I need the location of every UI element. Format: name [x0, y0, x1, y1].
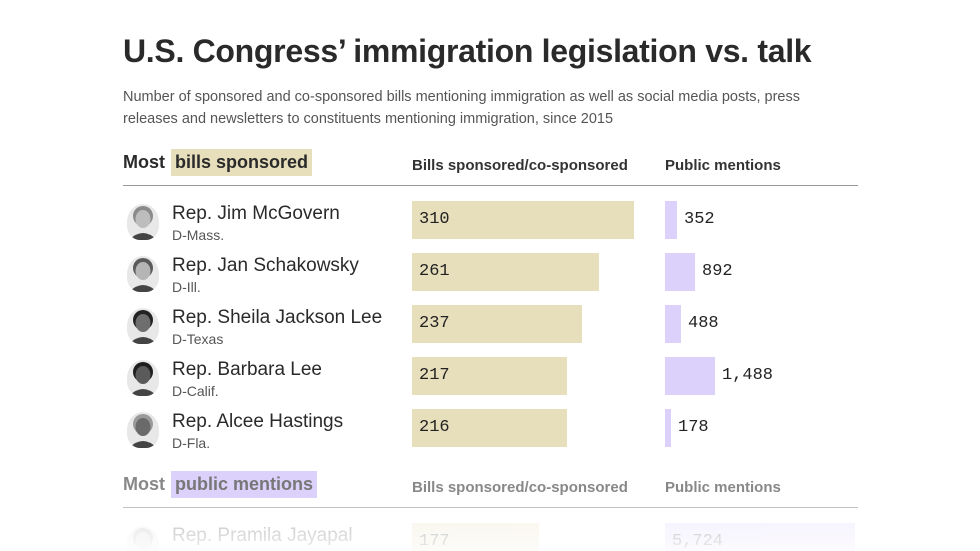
section-title-prefix: Most — [123, 152, 165, 172]
member-party: D-Ill. — [172, 279, 201, 295]
bills-value-label: 217 — [419, 366, 450, 385]
avatar — [127, 308, 159, 344]
avatar — [127, 526, 159, 551]
table-row: Rep. Sheila Jackson Lee D-Texas 237 488 — [123, 299, 858, 351]
bills-value-label: 237 — [419, 314, 450, 333]
chart-subtitle: Number of sponsored and co-sponsored bil… — [123, 89, 800, 127]
member-party: D-Fla. — [172, 435, 211, 451]
mentions-value-label: 488 — [688, 314, 719, 333]
section-header: Most public mentions Bills sponsored/co-… — [123, 471, 858, 508]
avatar — [127, 412, 159, 448]
section-most-mentions: Most public mentions Bills sponsored/co-… — [123, 471, 858, 551]
member-name: Rep. Sheila Jackson Lee — [172, 307, 383, 328]
section-title-prefix: Most — [123, 474, 165, 494]
member-name: Rep. Jan Schakowsky — [172, 255, 359, 276]
table-row: Rep. Alcee Hastings D-Fla. 216 178 — [123, 403, 858, 455]
section-most-bills: Most bills sponsored Bills sponsored/co-… — [123, 149, 858, 451]
chart-title: U.S. Congress’ immigration legislation v… — [123, 33, 812, 69]
mentions-bar — [665, 305, 681, 343]
member-party: D-Calif. — [172, 383, 219, 399]
header-divider — [123, 507, 858, 508]
bills-value-label: 177 — [419, 532, 450, 551]
table-row: Rep. Jim McGovern D-Mass. 310 352 — [123, 195, 858, 247]
mentions-value-label: 178 — [678, 418, 709, 437]
table-row: Rep. Jan Schakowsky D-Ill. 261 892 — [123, 247, 858, 299]
rows: Rep. Jim McGovern D-Mass. 310 352 Rep. Jan S… — [123, 195, 858, 455]
table-row: Rep. Barbara Lee D-Calif. 217 1,488 — [123, 351, 858, 403]
bills-bar — [412, 409, 567, 447]
mentions-bar — [665, 409, 671, 447]
bills-bar — [412, 201, 634, 239]
column-header-bills: Bills sponsored/co-sponsored — [412, 479, 628, 496]
avatar — [127, 204, 159, 240]
member-name: Rep. Alcee Hastings — [172, 411, 344, 432]
section-title-highlight: public mentions — [171, 471, 318, 498]
member-name: Rep. Barbara Lee — [172, 359, 322, 380]
bills-value-label: 216 — [419, 418, 450, 437]
mentions-value-label: 352 — [684, 210, 715, 229]
member-party: D-Texas — [172, 331, 224, 347]
mentions-bar — [665, 253, 695, 291]
column-header-bills: Bills sponsored/co-sponsored — [412, 157, 628, 174]
mentions-value-label: 892 — [702, 262, 733, 281]
member-party: D-Mass. — [172, 227, 225, 243]
section-title: Most public mentions — [123, 471, 318, 498]
mentions-value-label: 5,724 — [672, 532, 724, 551]
mentions-bar — [665, 357, 715, 395]
bills-value-label: 310 — [419, 210, 450, 229]
member-name: Rep. Pramila Jayapal — [172, 525, 353, 546]
mentions-bar — [665, 201, 677, 239]
section-title-highlight: bills sponsored — [171, 149, 313, 176]
section-title: Most bills sponsored — [123, 149, 313, 176]
table-row: Rep. Pramila Jayapal 177 5,724 — [123, 517, 858, 551]
column-header-mentions: Public mentions — [665, 157, 781, 174]
avatar — [127, 360, 159, 396]
bills-bar — [412, 357, 567, 395]
header-divider — [123, 185, 858, 186]
member-name: Rep. Jim McGovern — [172, 203, 340, 224]
mentions-value-label: 1,488 — [722, 366, 774, 385]
bills-bar — [412, 253, 599, 291]
bills-value-label: 261 — [419, 262, 450, 281]
column-header-mentions: Public mentions — [665, 479, 781, 496]
section-header: Most bills sponsored Bills sponsored/co-… — [123, 149, 858, 186]
rows: Rep. Pramila Jayapal 177 5,724 — [123, 517, 858, 551]
avatar — [127, 256, 159, 292]
bills-bar — [412, 305, 582, 343]
